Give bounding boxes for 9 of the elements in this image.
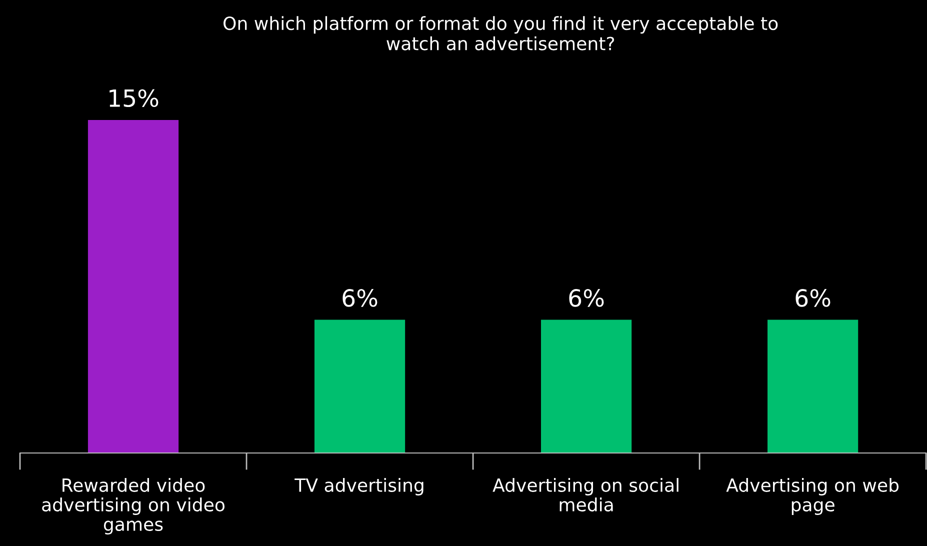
data-label: 6% xyxy=(342,289,378,307)
x-tick-label: Advertising on web page xyxy=(726,478,899,516)
chart-title: On which platform or format do you find it very acceptable to watch an advertisement? xyxy=(224,16,778,50)
x-tick-label: Advertising on social media xyxy=(492,478,678,512)
data-label: 6% xyxy=(796,289,830,307)
x-tick-label: Rewarded video advertising on video games xyxy=(42,478,224,535)
x-tick-label: TV advertising xyxy=(294,478,424,496)
data-label: 6% xyxy=(569,289,604,307)
data-label: 15% xyxy=(110,89,158,108)
